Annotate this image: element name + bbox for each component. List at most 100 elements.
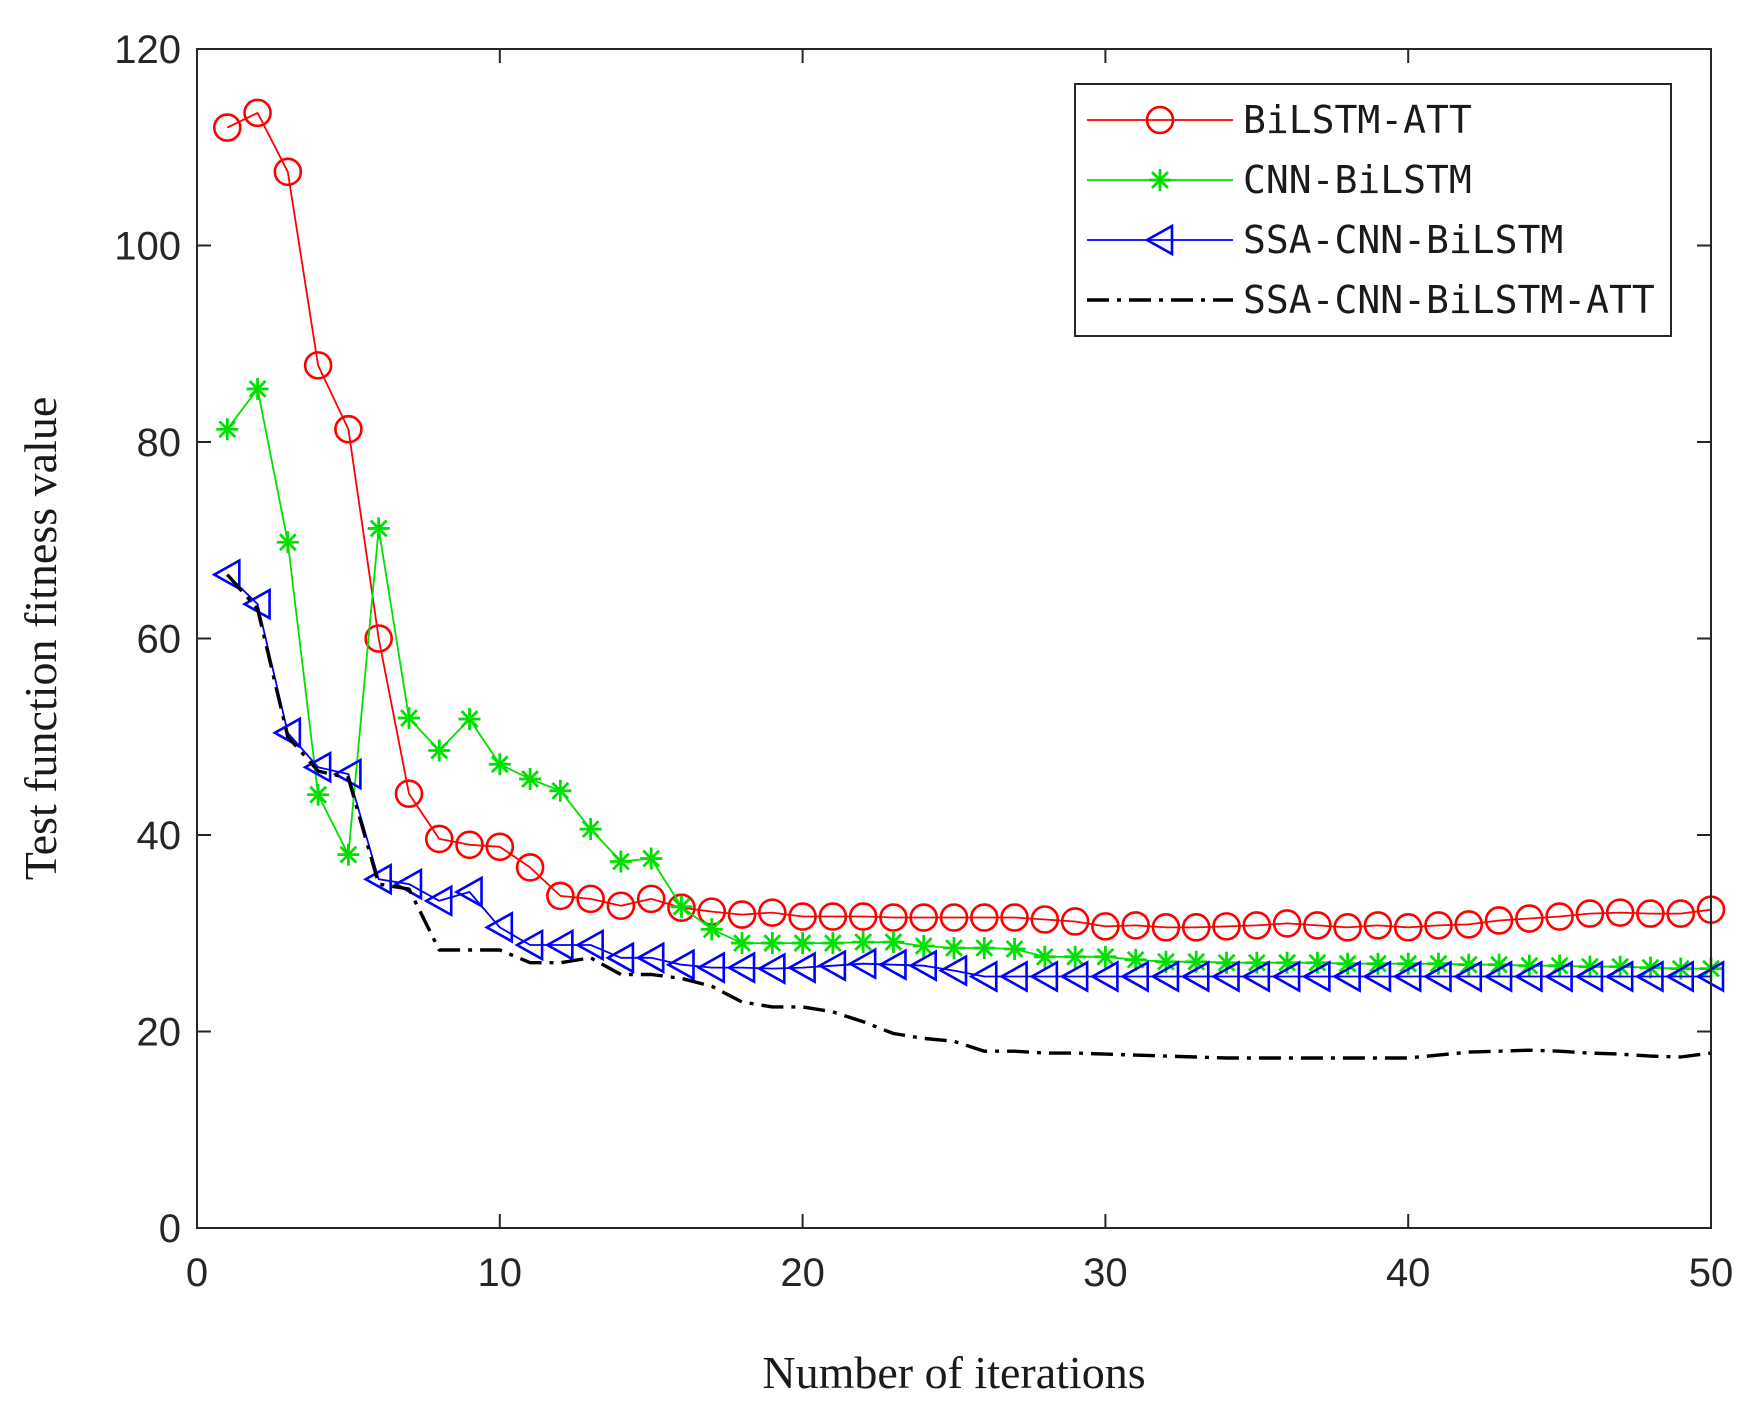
data-point-bilstm-att: [1454, 910, 1484, 939]
data-point-ssa-cnn-bilstm: [423, 884, 453, 918]
y-tick-label: 100: [114, 225, 181, 269]
data-point-ssa-cnn-bilstm: [1392, 960, 1422, 993]
x-tick-label: 10: [478, 1251, 523, 1295]
data-point-cnn-bilstm: [367, 517, 390, 540]
series-cnn-bilstm: [216, 377, 1722, 980]
data-point-ssa-cnn-bilstm: [696, 951, 726, 984]
data-point-bilstm-att: [334, 414, 363, 444]
data-point-cnn-bilstm: [1064, 945, 1087, 968]
data-point-bilstm-att: [1121, 911, 1150, 940]
data-point-ssa-cnn-bilstm: [786, 951, 816, 984]
data-point-bilstm-att: [1303, 911, 1332, 940]
data-point-bilstm-att: [758, 898, 787, 927]
data-point-bilstm-att: [1515, 904, 1544, 933]
data-point-bilstm-att: [1272, 909, 1302, 938]
data-point-cnn-bilstm: [458, 708, 481, 731]
y-axis-title: Test function fitness value: [15, 397, 66, 881]
data-point-cnn-bilstm: [852, 931, 875, 954]
data-point-ssa-cnn-bilstm: [1271, 960, 1301, 993]
data-point-cnn-bilstm: [549, 779, 572, 802]
data-point-cnn-bilstm: [973, 936, 996, 959]
x-axis-title: Number of iterations: [762, 1347, 1145, 1398]
data-point-bilstm-att: [1212, 912, 1241, 941]
series-ssa-cnn-bilstm-att: [226, 573, 1712, 1060]
data-point-bilstm-att: [1484, 906, 1514, 935]
data-point-ssa-cnn-bilstm: [665, 948, 695, 981]
data-point-bilstm-att: [1151, 913, 1181, 942]
data-point-ssa-cnn-bilstm: [1453, 960, 1483, 993]
legend-label: CNN-BiLSTM: [1243, 158, 1472, 202]
data-point-bilstm-att: [1605, 898, 1635, 927]
data-point-ssa-cnn-bilstm: [1604, 960, 1634, 993]
data-point-cnn-bilstm: [791, 932, 814, 955]
data-point-bilstm-att: [1636, 899, 1665, 928]
data-point-ssa-cnn-bilstm: [1059, 960, 1089, 993]
data-point-ssa-cnn-bilstm: [544, 928, 574, 962]
legend-item-cnn-bilstm: CNN-BiLSTM: [1087, 158, 1472, 202]
data-point-bilstm-att: [667, 893, 696, 923]
data-point-cnn-bilstm: [609, 850, 632, 873]
data-point-ssa-cnn-bilstm: [1120, 960, 1149, 993]
data-point-bilstm-att: [1545, 902, 1574, 931]
data-point-ssa-cnn-bilstm: [1180, 960, 1210, 993]
series-layer: [211, 98, 1726, 1060]
legend-item-bilstm-att: BiLSTM-ATT: [1087, 98, 1472, 142]
data-point-cnn-bilstm: [397, 707, 420, 730]
data-point-bilstm-att: [243, 98, 272, 128]
data-point-cnn-bilstm: [488, 753, 511, 776]
data-point-ssa-cnn-bilstm: [605, 941, 635, 975]
data-point-ssa-cnn-bilstm: [756, 952, 786, 985]
data-point-ssa-cnn-bilstm: [302, 750, 332, 784]
data-point-ssa-cnn-bilstm: [514, 928, 544, 962]
data-point-cnn-bilstm: [1578, 955, 1601, 978]
data-point-bilstm-att: [273, 157, 303, 187]
data-point-bilstm-att: [1000, 903, 1029, 932]
data-point-cnn-bilstm: [1306, 951, 1329, 974]
x-tick-label: 50: [1689, 1251, 1734, 1295]
legend-label: SSA-CNN-BiLSTM: [1243, 218, 1563, 262]
data-point-ssa-cnn-bilstm: [1665, 960, 1695, 993]
data-point-ssa-cnn-bilstm: [635, 941, 665, 975]
data-point-ssa-cnn-bilstm: [453, 875, 483, 909]
data-point-ssa-cnn-bilstm: [938, 954, 968, 987]
data-point-ssa-cnn-bilstm: [1241, 960, 1271, 993]
data-point-bilstm-att: [364, 624, 393, 653]
data-point-ssa-cnn-bilstm: [484, 911, 514, 944]
data-point-ssa-cnn-bilstm: [1301, 960, 1331, 993]
data-point-ssa-cnn-bilstm: [1634, 960, 1664, 993]
series-line-ssa-cnn-bilstm-att: [226, 573, 1712, 1060]
legend-swatch-marker: [1149, 169, 1171, 191]
data-point-cnn-bilstm: [579, 818, 602, 841]
data-point-bilstm-att: [424, 824, 454, 854]
data-point-cnn-bilstm: [882, 931, 905, 954]
data-point-cnn-bilstm: [428, 739, 451, 762]
data-point-cnn-bilstm: [731, 932, 754, 955]
data-point-ssa-cnn-bilstm: [574, 928, 604, 962]
data-point-bilstm-att: [1030, 905, 1060, 934]
data-point-cnn-bilstm: [1003, 937, 1026, 960]
x-tick-label: 30: [1083, 1251, 1128, 1295]
data-point-bilstm-att: [727, 900, 757, 929]
data-point-ssa-cnn-bilstm: [726, 951, 756, 984]
data-point-bilstm-att: [636, 884, 666, 914]
data-point-ssa-cnn-bilstm: [908, 949, 938, 982]
x-tick-label: 40: [1386, 1251, 1431, 1295]
data-point-bilstm-att: [1666, 899, 1696, 928]
legend-box: [1074, 83, 1672, 337]
series-bilstm-att: [212, 98, 1726, 942]
data-point-ssa-cnn-bilstm: [1574, 960, 1604, 993]
data-point-bilstm-att: [212, 113, 242, 142]
data-point-bilstm-att: [546, 881, 575, 911]
data-point-cnn-bilstm: [1094, 945, 1117, 968]
data-point-ssa-cnn-bilstm: [847, 947, 877, 980]
data-point-bilstm-att: [1424, 911, 1453, 940]
data-point-bilstm-att: [1181, 913, 1211, 942]
legend-swatch-marker: [1144, 223, 1174, 257]
data-point-ssa-cnn-bilstm: [1483, 960, 1513, 993]
data-point-bilstm-att: [879, 903, 908, 932]
data-point-ssa-cnn-bilstm: [968, 960, 998, 993]
data-point-bilstm-att: [1393, 913, 1423, 942]
data-point-bilstm-att: [606, 891, 636, 921]
data-point-ssa-cnn-bilstm: [272, 716, 302, 750]
data-point-bilstm-att: [788, 902, 817, 931]
